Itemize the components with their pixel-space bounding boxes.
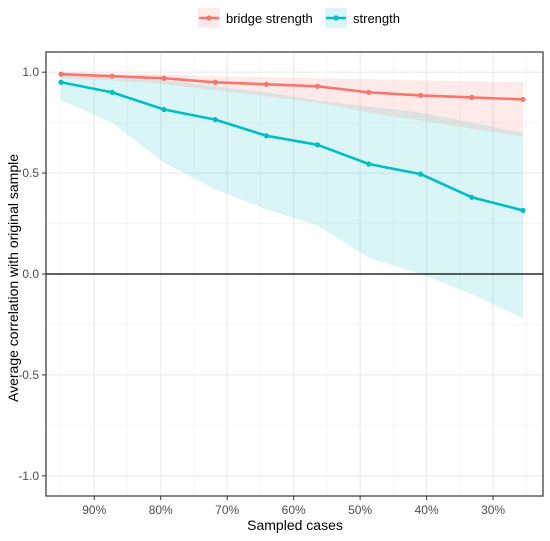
x-tick-label: 90% [82, 503, 106, 517]
point-bridge-strength [520, 96, 526, 103]
point-bridge-strength [109, 73, 115, 79]
legend-item-strength: strength [325, 8, 400, 28]
y-axis-title: Average correlation with original sample [5, 154, 21, 402]
point-strength [212, 117, 218, 123]
legend-item-bridge-strength: bridge strength [198, 8, 313, 28]
series-points [58, 71, 526, 214]
point-strength [263, 133, 270, 139]
y-axis: 1.0 0.5 0.0 -0.5 -1.0 [18, 65, 46, 483]
point-bridge-strength [418, 92, 424, 98]
point-strength [58, 79, 64, 85]
point-bridge-strength [366, 89, 372, 95]
point-strength [366, 161, 372, 167]
legend-label-strength: strength [353, 11, 400, 26]
x-tick-label: 30% [481, 503, 505, 517]
point-bridge-strength [263, 81, 270, 87]
point-strength [109, 89, 115, 95]
legend-point-bridge-strength [206, 15, 212, 21]
point-bridge-strength [58, 71, 64, 77]
legend-label-bridge-strength: bridge strength [226, 11, 313, 26]
point-strength [520, 207, 526, 214]
ribbon-strength [61, 74, 523, 319]
x-tick-label: 40% [415, 503, 439, 517]
plot-panel [45, 51, 544, 497]
x-tick-label: 60% [282, 503, 306, 517]
point-strength [314, 142, 321, 148]
legend-point-strength [333, 15, 339, 21]
x-axis: 90% 80% 70% 60% 50% 40% 30% [82, 496, 505, 517]
x-tick-label: 50% [348, 503, 372, 517]
y-tick-label: 0.5 [22, 166, 39, 180]
point-bridge-strength [212, 79, 218, 85]
confidence-ribbons [61, 72, 523, 319]
line-bridge-strength [60, 72, 524, 101]
point-bridge-strength [469, 94, 475, 101]
x-axis-title: Sampled cases [247, 517, 343, 533]
point-strength [418, 171, 424, 177]
y-tick-label: -1.0 [18, 469, 39, 483]
x-tick-label: 80% [149, 503, 173, 517]
point-strength [469, 194, 475, 200]
y-tick-label: 1.0 [22, 65, 39, 79]
y-tick-label: -0.5 [18, 368, 39, 382]
x-tick-label: 70% [215, 503, 239, 517]
y-tick-label: 0.0 [22, 267, 39, 281]
point-strength [161, 106, 167, 113]
point-bridge-strength [314, 83, 321, 89]
legend: bridge strength strength [198, 8, 400, 28]
series-lines [60, 72, 524, 212]
point-bridge-strength [161, 75, 167, 81]
line-strength [60, 80, 524, 212]
ribbon-bridge-strength [61, 72, 523, 137]
